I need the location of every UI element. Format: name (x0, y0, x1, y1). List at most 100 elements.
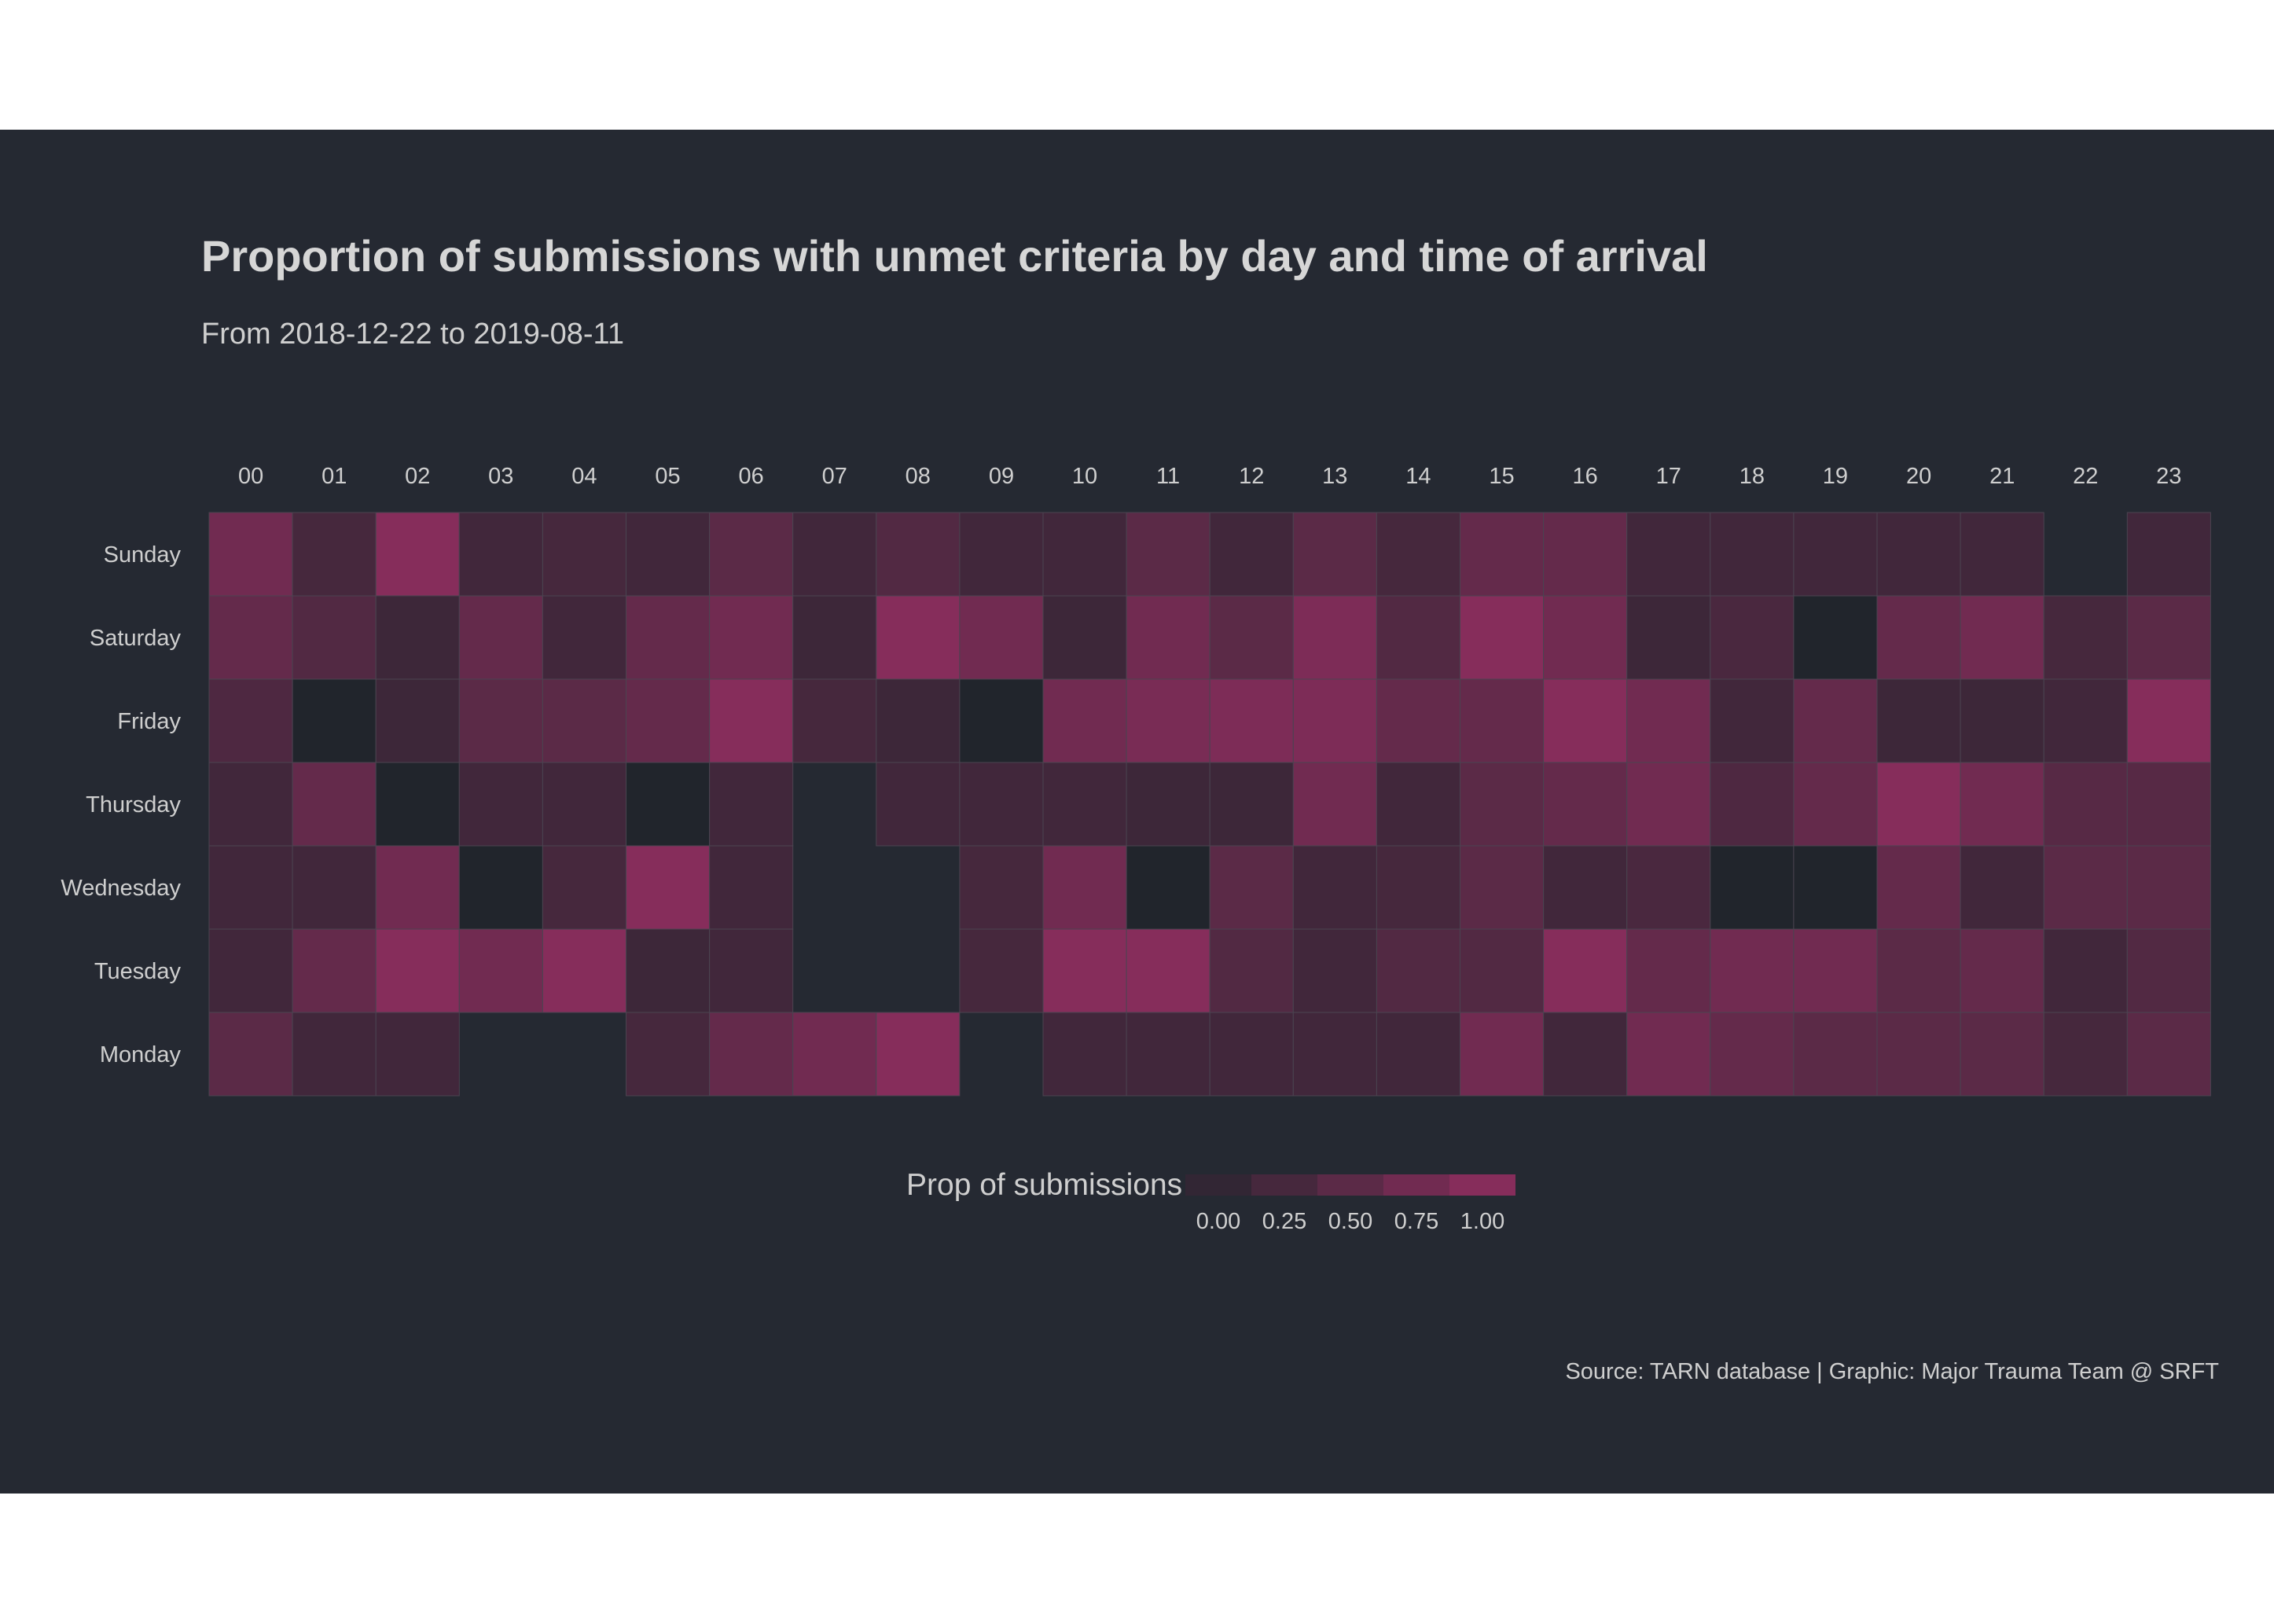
heatmap-cell-wednesday-09 (959, 845, 1044, 930)
x-tick-label: 07 (822, 464, 847, 489)
heatmap-cell-friday-00 (208, 678, 293, 763)
legend-tick-label: 0.25 (1262, 1209, 1306, 1234)
heatmap-cell-wednesday-22 (2043, 845, 2128, 930)
legend-tick-label: 0.00 (1196, 1209, 1240, 1234)
x-tick-label: 06 (738, 464, 763, 489)
heatmap-cell-tuesday-15 (1460, 928, 1545, 1013)
heatmap-cell-saturday-12 (1209, 595, 1294, 680)
y-tick-label: Wednesday (61, 876, 181, 901)
heatmap-cell-thursday-01 (292, 762, 377, 847)
heatmap-cell-thursday-09 (959, 762, 1044, 847)
heatmap-cell-saturday-17 (1626, 595, 1711, 680)
heatmap-cell-thursday-06 (709, 762, 794, 847)
heatmap-cell-tuesday-11 (1126, 928, 1210, 1013)
heatmap-cell-friday-22 (2043, 678, 2128, 763)
legend-key (1317, 1174, 1383, 1196)
x-tick-label: 18 (1739, 464, 1765, 489)
heatmap-cell-monday-18 (1710, 1012, 1795, 1097)
heatmap-cell-monday-13 (1292, 1012, 1377, 1097)
heatmap-cell-monday-01 (292, 1012, 377, 1097)
y-tick-label: Sunday (104, 542, 182, 568)
heatmap-cell-monday-06 (709, 1012, 794, 1097)
heatmap-cell-sunday-16 (1543, 512, 1628, 597)
y-tick-label: Monday (100, 1042, 182, 1067)
heatmap-cell-wednesday-21 (1960, 845, 2044, 930)
heatmap-cell-sunday-00 (208, 512, 293, 597)
heatmap-cell-friday-14 (1376, 678, 1461, 763)
heatmap-cell-wednesday-00 (208, 845, 293, 930)
x-tick-label: 04 (571, 464, 597, 489)
heatmap-cell-saturday-05 (626, 595, 711, 680)
heatmap-cell-saturday-15 (1460, 595, 1545, 680)
heatmap-cell-tuesday-10 (1042, 928, 1127, 1013)
heatmap-cell-thursday-12 (1209, 762, 1294, 847)
heatmap-cell-sunday-19 (1793, 512, 1878, 597)
heatmap-cell-saturday-23 (2126, 595, 2211, 680)
x-tick-label: 10 (1072, 464, 1097, 489)
x-tick-label: 14 (1405, 464, 1431, 489)
heatmap-cell-saturday-07 (792, 595, 877, 680)
heatmap-cell-sunday-21 (1960, 512, 2044, 597)
heatmap-cell-wednesday-16 (1543, 845, 1628, 930)
y-tick-label: Tuesday (94, 959, 182, 984)
x-tick-label: 15 (1489, 464, 1514, 489)
heatmap-cell-sunday-23 (2126, 512, 2211, 597)
heatmap-cell-monday-20 (1876, 1012, 1961, 1097)
heatmap-cell-saturday-03 (458, 595, 543, 680)
y-tick-label: Saturday (90, 626, 182, 651)
heatmap-cell-sunday-12 (1209, 512, 1294, 597)
y-tick-label: Thursday (86, 792, 181, 818)
heatmap-cell-wednesday-06 (709, 845, 794, 930)
heatmap-cell-sunday-03 (458, 512, 543, 597)
heatmap-cell-saturday-11 (1126, 595, 1210, 680)
heatmap-cell-tuesday-22 (2043, 928, 2128, 1013)
heatmap-cell-sunday-13 (1292, 512, 1377, 597)
heatmap-cell-saturday-21 (1960, 595, 2044, 680)
heatmap-cell-wednesday-20 (1876, 845, 1961, 930)
heatmap-cell-tuesday-23 (2126, 928, 2211, 1013)
heatmap-cell-friday-21 (1960, 678, 2044, 763)
heatmap-cell-sunday-10 (1042, 512, 1127, 597)
x-tick-label: 16 (1572, 464, 1597, 489)
heatmap-cell-saturday-14 (1376, 595, 1461, 680)
x-tick-label: 02 (405, 464, 430, 489)
heatmap-cell-saturday-08 (876, 595, 961, 680)
heatmap-cell-sunday-07 (792, 512, 877, 597)
heatmap-cell-sunday-17 (1626, 512, 1711, 597)
x-tick-label: 05 (655, 464, 680, 489)
heatmap-cell-wednesday-19 (1793, 845, 1878, 930)
heatmap-cell-friday-23 (2126, 678, 2211, 763)
heatmap-cell-wednesday-11 (1126, 845, 1210, 930)
heatmap-cell-thursday-16 (1543, 762, 1628, 847)
heatmap-cell-thursday-20 (1876, 762, 1961, 847)
heatmap-cell-monday-14 (1376, 1012, 1461, 1097)
x-tick-label: 00 (238, 464, 263, 489)
heatmap-cell-wednesday-15 (1460, 845, 1545, 930)
heatmap-cell-friday-06 (709, 678, 794, 763)
heatmap-cell-tuesday-13 (1292, 928, 1377, 1013)
heatmap-cell-wednesday-17 (1626, 845, 1711, 930)
heatmap-cell-wednesday-10 (1042, 845, 1127, 930)
heatmap-cell-sunday-06 (709, 512, 794, 597)
heatmap-cell-friday-18 (1710, 678, 1795, 763)
heatmap-cell-friday-05 (626, 678, 711, 763)
y-axis-ticks: Sunday Saturday Friday Thursday Wednesday Tue… (61, 542, 181, 1067)
x-tick-label: 12 (1239, 464, 1264, 489)
heatmap-cell-saturday-04 (542, 595, 627, 680)
y-tick-label: Friday (117, 709, 181, 734)
heatmap-cell-saturday-09 (959, 595, 1044, 680)
heatmap-cell-tuesday-12 (1209, 928, 1294, 1013)
heatmap-cell-thursday-22 (2043, 762, 2128, 847)
heatmap-cell-tuesday-20 (1876, 928, 1961, 1013)
heatmap-cell-friday-15 (1460, 678, 1545, 763)
heatmap-cell-saturday-10 (1042, 595, 1127, 680)
heatmap-cell-thursday-00 (208, 762, 293, 847)
heatmap-cell-thursday-10 (1042, 762, 1127, 847)
heatmap-cell-sunday-08 (876, 512, 961, 597)
heatmap-cell-wednesday-12 (1209, 845, 1294, 930)
heatmap-cell-wednesday-03 (458, 845, 543, 930)
heatmap-cell-monday-21 (1960, 1012, 2044, 1097)
heatmap-cell-thursday-08 (876, 762, 961, 847)
heatmap-cell-friday-08 (876, 678, 961, 763)
